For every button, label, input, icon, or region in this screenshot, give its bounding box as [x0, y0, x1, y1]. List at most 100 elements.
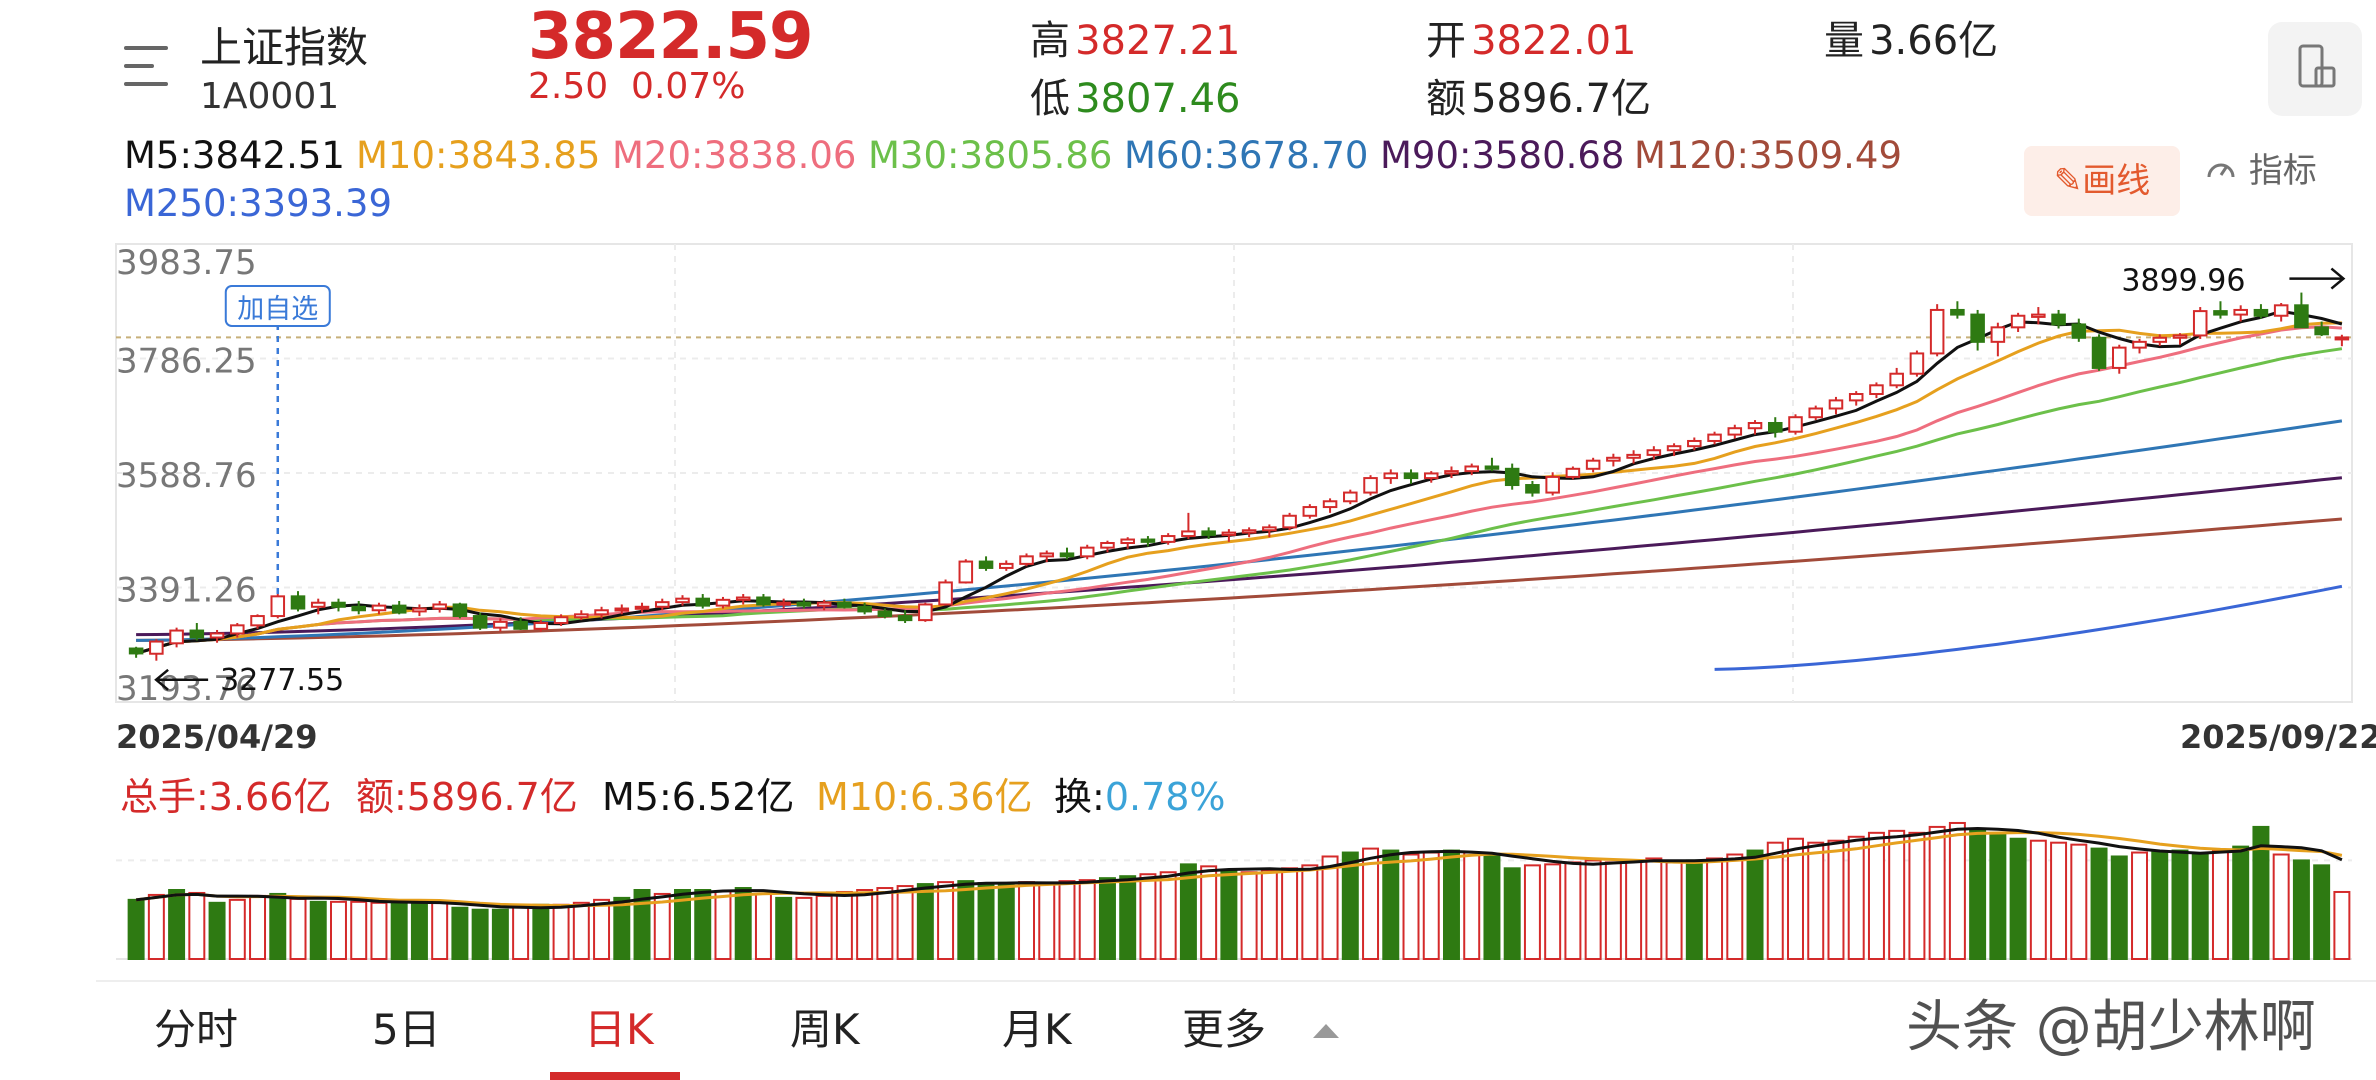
volume-bar — [1787, 837, 1804, 960]
candle — [594, 609, 609, 616]
volume-bar — [1422, 851, 1440, 961]
volume-bar — [1200, 865, 1218, 960]
candle — [1221, 531, 1237, 536]
candle — [614, 607, 630, 612]
caret-up-icon — [1313, 1024, 1340, 1038]
high-label: 高 — [1030, 18, 1070, 64]
candle — [1889, 372, 1904, 387]
volume-bar — [1038, 882, 1056, 960]
candle — [2051, 313, 2066, 326]
volume-bar — [1584, 859, 1602, 960]
candle — [837, 601, 852, 608]
candle — [999, 562, 1014, 569]
volume-bar — [2191, 853, 2209, 961]
candle — [1707, 433, 1722, 442]
volume-bar — [1989, 833, 2007, 960]
total-volume-label: 总手:3.66亿 — [120, 775, 332, 819]
y-tick-label: 3786.25 — [116, 342, 257, 382]
candle — [1869, 384, 1884, 396]
volume-bar — [633, 889, 651, 960]
ma20-line — [135, 325, 2342, 655]
volume-chart[interactable] — [0, 815, 2376, 965]
start-date: 2025/04/29 — [116, 718, 318, 756]
volume-bar — [1948, 821, 1966, 960]
volume-bar — [593, 898, 611, 960]
candle — [2233, 308, 2248, 316]
ma10-label: M10:3843.85 — [356, 134, 601, 177]
volume-bar — [329, 900, 347, 961]
tab-weekly-k[interactable]: 周K — [790, 1005, 860, 1054]
end-date: 2025/09/22 — [2180, 718, 2376, 756]
volume-bar — [249, 894, 267, 960]
candle — [371, 604, 387, 612]
candle — [432, 603, 447, 610]
y-tick-label: 3983.75 — [116, 243, 257, 283]
ma120-line — [136, 517, 2343, 642]
tab-intraday[interactable]: 分时 — [154, 1005, 239, 1054]
volume-bar — [309, 900, 327, 961]
price-change: 2.50 0.07% — [528, 66, 745, 107]
volume-bar — [714, 889, 732, 960]
volume-bar — [370, 901, 388, 960]
candle — [1302, 506, 1318, 517]
candle — [958, 560, 974, 584]
candle — [2334, 336, 2350, 341]
volume-bar — [2131, 851, 2149, 961]
ma90-label: M90:3580.68 — [1380, 134, 1625, 177]
portrait-toggle-button[interactable] — [2268, 22, 2362, 116]
candle — [553, 616, 569, 625]
volume-bar — [471, 908, 489, 960]
draw-line-label: 画线 — [2082, 161, 2151, 201]
candle — [412, 607, 427, 613]
candle — [1666, 445, 1682, 452]
ma60-label: M60:3678.70 — [1124, 134, 1369, 177]
candle — [452, 603, 468, 618]
candle — [857, 605, 872, 613]
volume-bar — [2272, 853, 2290, 961]
open-label: 开 — [1426, 18, 1466, 64]
tab-daily-k[interactable]: 日K — [584, 1005, 654, 1054]
volume-ma10-line — [135, 831, 2343, 907]
ma10-line — [135, 321, 2342, 655]
tab-5day[interactable]: 5日 — [372, 1005, 441, 1054]
candle — [654, 601, 670, 608]
candle — [1970, 313, 1985, 343]
volume-bar — [2232, 845, 2250, 960]
tabs-divider — [96, 980, 2376, 982]
candle — [2172, 334, 2188, 339]
candle — [1423, 472, 1439, 480]
candle — [2010, 314, 2026, 329]
volume-bar — [1321, 855, 1339, 960]
ma5-label: M5:3842.51 — [124, 134, 345, 177]
volume-bar — [1119, 875, 1137, 961]
active-tab-indicator — [550, 1072, 680, 1080]
candle — [1079, 546, 1095, 558]
volume-bar — [1018, 881, 1036, 960]
volume-bar — [2090, 847, 2108, 960]
candle — [1140, 538, 1156, 543]
volume-bar — [1706, 857, 1724, 960]
volume-bar — [835, 890, 853, 960]
high-value: 3827.21 — [1075, 18, 1241, 64]
candle — [270, 595, 286, 618]
candle — [2071, 323, 2087, 339]
change-percent: 0.07% — [631, 66, 746, 107]
candle — [1545, 475, 1560, 494]
volume-value: 3.66亿 — [1869, 18, 1999, 64]
candle — [1950, 308, 1965, 316]
draw-line-button[interactable]: ✎画线 — [2024, 146, 2180, 216]
indicator-button[interactable]: 指标 — [2204, 146, 2317, 196]
menu-icon[interactable] — [124, 42, 174, 92]
volume-bar — [856, 889, 874, 960]
volume-bar — [572, 901, 590, 960]
candlestick-chart[interactable]: 3983.75 3786.25 3588.76 3391.26 3193.76 3899.… — [0, 226, 2376, 716]
max-price-arrow — [2289, 267, 2346, 290]
min-price-arrow — [154, 668, 209, 691]
volume-bar — [1098, 877, 1116, 961]
volume-bar — [1078, 879, 1096, 960]
low-stat: 低 3807.46 — [1030, 66, 1241, 124]
candle — [351, 605, 366, 612]
tab-monthly-k[interactable]: 月K — [1002, 1005, 1072, 1054]
volume-bar — [1564, 861, 1582, 960]
tab-more[interactable]: 更多 — [1182, 996, 1343, 1057]
